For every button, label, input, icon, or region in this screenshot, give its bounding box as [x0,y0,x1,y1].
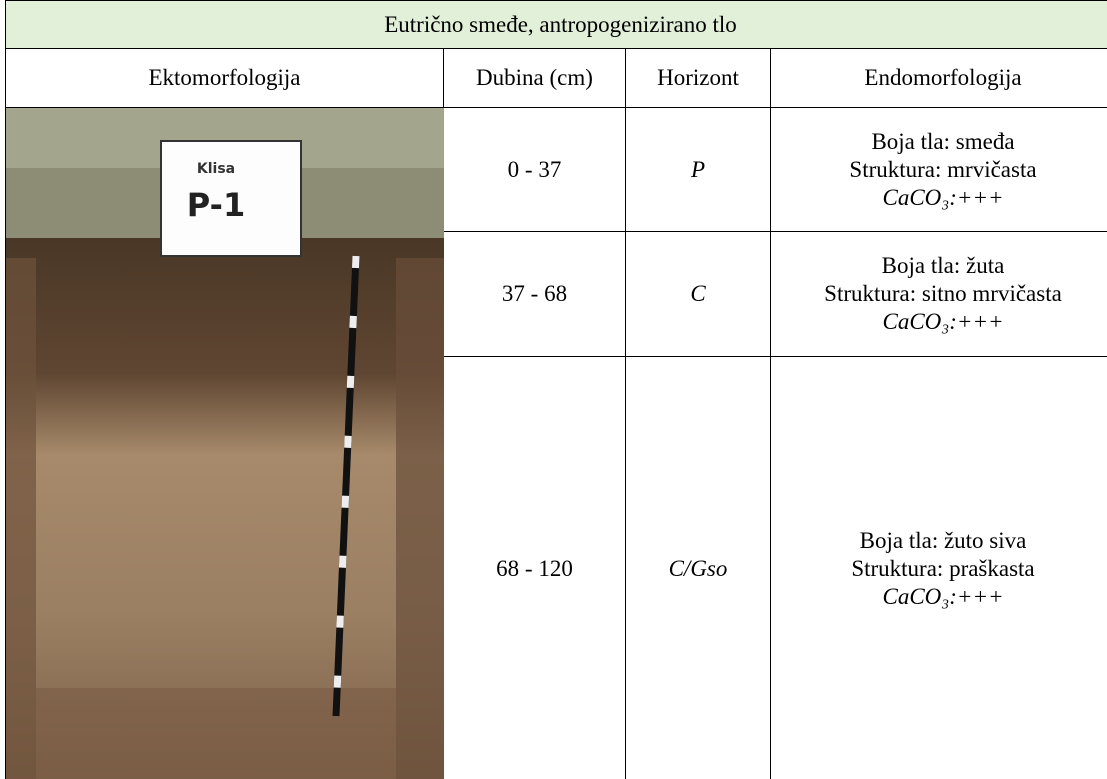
column-header: Ektomorfologija [5,48,444,108]
description: Boja tla: žuto siva Struktura: praškasta… [770,356,1107,779]
description-line: Boja tla: žuto siva [859,527,1027,553]
soil-table: Eutrično smeđe, antropogenizirano tlo Ek… [5,0,1107,779]
profile-photo: Klisa P-1 [6,108,444,779]
column-header: Horizont [625,48,771,108]
sign-site: Klisa [197,161,235,177]
column-header: Dubina (cm) [443,48,626,108]
description-line: CaCO₃:+++ [882,184,1004,210]
description-line: Struktura: mrvičasta [849,156,1037,182]
description-line: CaCO₃:+++ [882,583,1004,609]
column-header: Endomorfologija [770,48,1107,108]
horizon: P [625,107,771,232]
table-title: Eutrično smeđe, antropogenizirano tlo [5,0,1107,49]
horizon: C [625,231,771,357]
depth: 37 - 68 [443,231,626,357]
profile-photo-cell: Klisa P-1 [5,107,444,779]
description-line: Struktura: praškasta [851,555,1035,581]
sign-profile: P-1 [187,186,245,224]
description-line: Boja tla: smeđa [871,128,1015,154]
horizon: C/Gso [625,356,771,779]
depth: 0 - 37 [443,107,626,232]
depth: 68 - 120 [443,356,626,779]
description-line: CaCO₃:+++ [882,309,1004,334]
description-line: Boja tla: žuta [881,253,1005,278]
description: Boja tla: žuta Struktura: sitno mrvičast… [770,231,1107,357]
description: Boja tla: smeđa Struktura: mrvičasta CaC… [770,107,1107,232]
description-line: Struktura: sitno mrvičasta [824,281,1062,306]
